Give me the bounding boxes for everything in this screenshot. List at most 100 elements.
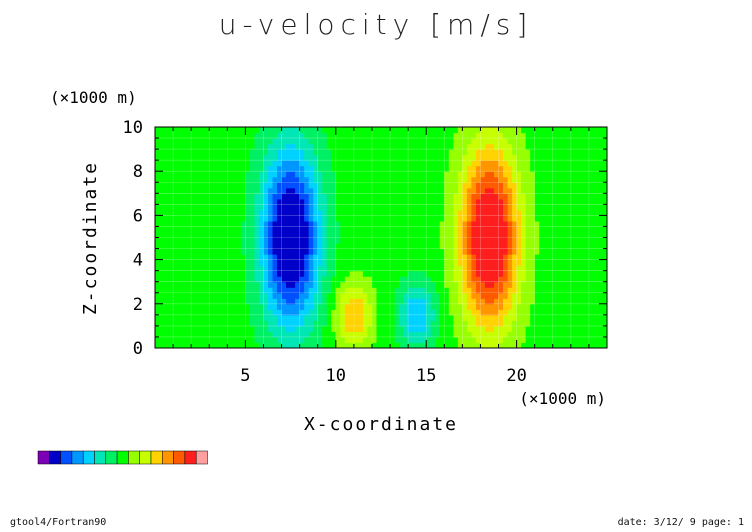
contour-cell [480, 270, 486, 277]
contour-cell [159, 160, 165, 167]
contour-cell [530, 143, 536, 150]
contour-cell [480, 154, 486, 161]
contour-cell [557, 303, 563, 310]
contour-cell [155, 237, 161, 244]
contour-cell [566, 193, 572, 200]
contour-cell [236, 298, 242, 305]
contour-cell [557, 231, 563, 239]
contour-cell [507, 254, 513, 261]
contour-cell [489, 254, 495, 261]
contour-cell [299, 237, 305, 244]
contour-cell [480, 281, 486, 288]
contour-cell [579, 331, 585, 338]
contour-cell [367, 204, 373, 211]
contour-cell [290, 231, 296, 239]
contour-cell [444, 160, 450, 167]
contour-cell [290, 127, 296, 134]
contour-cell [331, 265, 337, 272]
contour-cell [435, 138, 441, 145]
contour-cell [453, 138, 459, 145]
contour-cell [317, 259, 323, 266]
contour-cell [597, 259, 604, 266]
contour-cell [182, 336, 188, 344]
contour-cell [340, 292, 346, 299]
contour-cell [286, 231, 292, 239]
contour-cell [159, 336, 165, 344]
colorbar-swatch [128, 450, 140, 465]
contour-cell [453, 204, 459, 211]
contour-cell [466, 237, 472, 244]
contour-cell [521, 226, 527, 233]
contour-cell [231, 143, 237, 150]
contour-cell [344, 237, 350, 244]
contour-cell [534, 276, 540, 283]
contour-cell [484, 243, 491, 250]
contour-cell [245, 204, 251, 211]
contour-cell [543, 298, 549, 305]
contour-cell [376, 237, 382, 244]
contour-cell [218, 259, 224, 266]
contour-cell [390, 320, 396, 327]
contour-cell [457, 270, 463, 277]
contour-cell [498, 281, 504, 288]
contour-cell [444, 281, 450, 288]
contour-cell [254, 154, 260, 161]
contour-cell [367, 231, 373, 239]
contour-cell [281, 248, 287, 255]
contour-cell [530, 287, 536, 294]
contour-cell [570, 320, 576, 327]
contour-cell [584, 259, 590, 266]
contour-cell [390, 331, 396, 338]
contour-cell [575, 187, 581, 194]
contour-cell [258, 314, 265, 321]
contour-cell [340, 248, 346, 255]
contour-cell [381, 231, 387, 239]
contour-cell [475, 243, 482, 250]
contour-cell [566, 325, 572, 333]
contour-cell [457, 314, 463, 321]
contour-cell [453, 237, 459, 244]
contour-cell [466, 171, 472, 178]
contour-cell [548, 182, 554, 189]
contour-cell [417, 237, 423, 244]
contour-cell [168, 265, 174, 272]
contour-cell [602, 165, 607, 172]
contour-cell [263, 176, 269, 183]
contour-cell [417, 165, 423, 172]
contour-cell [254, 182, 260, 189]
contour-cell [231, 176, 237, 183]
contour-cell [358, 331, 364, 338]
contour-cell [557, 254, 563, 261]
contour-cell [308, 143, 314, 150]
contour-cell [304, 325, 310, 333]
contour-cell [376, 270, 382, 277]
contour-cell [584, 254, 590, 261]
contour-cell [475, 220, 482, 228]
contour-cell [561, 254, 567, 261]
contour-cell [182, 325, 188, 333]
contour-cell [412, 226, 418, 233]
contour-cell [331, 187, 337, 194]
contour-cell [575, 149, 581, 156]
contour-cell [358, 143, 364, 150]
contour-cell [512, 154, 518, 161]
contour-cell [448, 204, 454, 211]
contour-cell [597, 342, 604, 348]
contour-cell [480, 198, 486, 205]
contour-cell [249, 165, 256, 172]
contour-cell [286, 204, 292, 211]
contour-cell [426, 127, 432, 134]
contour-cell [209, 276, 215, 283]
contour-cell [313, 281, 319, 288]
contour-cell [322, 314, 328, 321]
contour-cell [575, 325, 581, 333]
contour-cell [584, 270, 590, 277]
contour-cell [448, 248, 454, 255]
contour-cell [426, 254, 432, 261]
contour-cell [593, 215, 599, 222]
contour-cell [557, 132, 563, 139]
contour-cell [426, 331, 432, 338]
contour-cell [457, 303, 463, 310]
contour-cell [281, 325, 287, 333]
contour-cell [277, 237, 283, 244]
